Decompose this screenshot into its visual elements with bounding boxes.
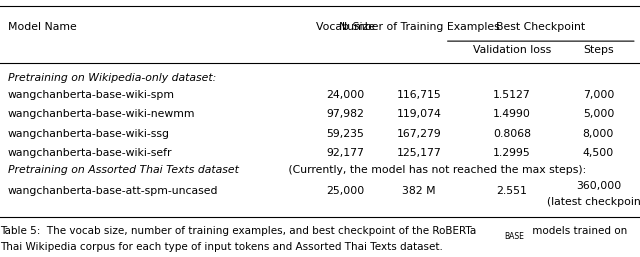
Text: 167,279: 167,279 bbox=[397, 129, 442, 139]
Text: 97,982: 97,982 bbox=[326, 109, 365, 119]
Text: Pretraining on Assorted Thai Texts dataset: Pretraining on Assorted Thai Texts datas… bbox=[8, 165, 239, 175]
Text: (Currently, the model has not reached the max steps):: (Currently, the model has not reached th… bbox=[285, 165, 586, 175]
Text: 119,074: 119,074 bbox=[397, 109, 442, 119]
Text: Model Name: Model Name bbox=[8, 22, 76, 32]
Text: wangchanberta-base-wiki-newmm: wangchanberta-base-wiki-newmm bbox=[8, 109, 195, 119]
Text: 5,000: 5,000 bbox=[582, 109, 614, 119]
Text: Steps: Steps bbox=[583, 45, 614, 55]
Text: 92,177: 92,177 bbox=[326, 148, 365, 158]
Text: 360,000: 360,000 bbox=[576, 181, 621, 191]
Text: Thai Wikipedia corpus for each type of input tokens and Assorted Thai Texts data: Thai Wikipedia corpus for each type of i… bbox=[0, 242, 443, 252]
Text: wangchanberta-base-wiki-ssg: wangchanberta-base-wiki-ssg bbox=[8, 129, 170, 139]
Text: 125,177: 125,177 bbox=[397, 148, 442, 158]
Text: Vocab Size: Vocab Size bbox=[316, 22, 375, 32]
Text: wangchanberta-base-wiki-spm: wangchanberta-base-wiki-spm bbox=[8, 90, 175, 100]
Text: 59,235: 59,235 bbox=[326, 129, 365, 139]
Text: 382 M: 382 M bbox=[403, 187, 436, 196]
Text: 116,715: 116,715 bbox=[397, 90, 442, 100]
Text: wangchanberta-base-att-spm-uncased: wangchanberta-base-att-spm-uncased bbox=[8, 187, 218, 196]
Text: (latest checkpoint): (latest checkpoint) bbox=[547, 197, 640, 207]
Text: Best Checkpoint: Best Checkpoint bbox=[496, 22, 586, 32]
Text: 0.8068: 0.8068 bbox=[493, 129, 531, 139]
Text: Pretraining on Wikipedia-only dataset:: Pretraining on Wikipedia-only dataset: bbox=[8, 74, 216, 83]
Text: 1.2995: 1.2995 bbox=[493, 148, 531, 158]
Text: models trained on: models trained on bbox=[529, 226, 627, 236]
Text: 4,500: 4,500 bbox=[583, 148, 614, 158]
Text: Validation loss: Validation loss bbox=[473, 45, 551, 55]
Text: 2.551: 2.551 bbox=[497, 187, 527, 196]
Text: 1.4990: 1.4990 bbox=[493, 109, 531, 119]
Text: 8,000: 8,000 bbox=[582, 129, 614, 139]
Text: wangchanberta-base-wiki-sefr: wangchanberta-base-wiki-sefr bbox=[8, 148, 172, 158]
Text: BASE: BASE bbox=[504, 232, 524, 242]
Text: Table 5:  The vocab size, number of training examples, and best checkpoint of th: Table 5: The vocab size, number of train… bbox=[0, 226, 476, 236]
Text: 25,000: 25,000 bbox=[326, 187, 365, 196]
Text: 24,000: 24,000 bbox=[326, 90, 365, 100]
Text: Number of Training Examples: Number of Training Examples bbox=[339, 22, 500, 32]
Text: 1.5127: 1.5127 bbox=[493, 90, 531, 100]
Text: 7,000: 7,000 bbox=[582, 90, 614, 100]
